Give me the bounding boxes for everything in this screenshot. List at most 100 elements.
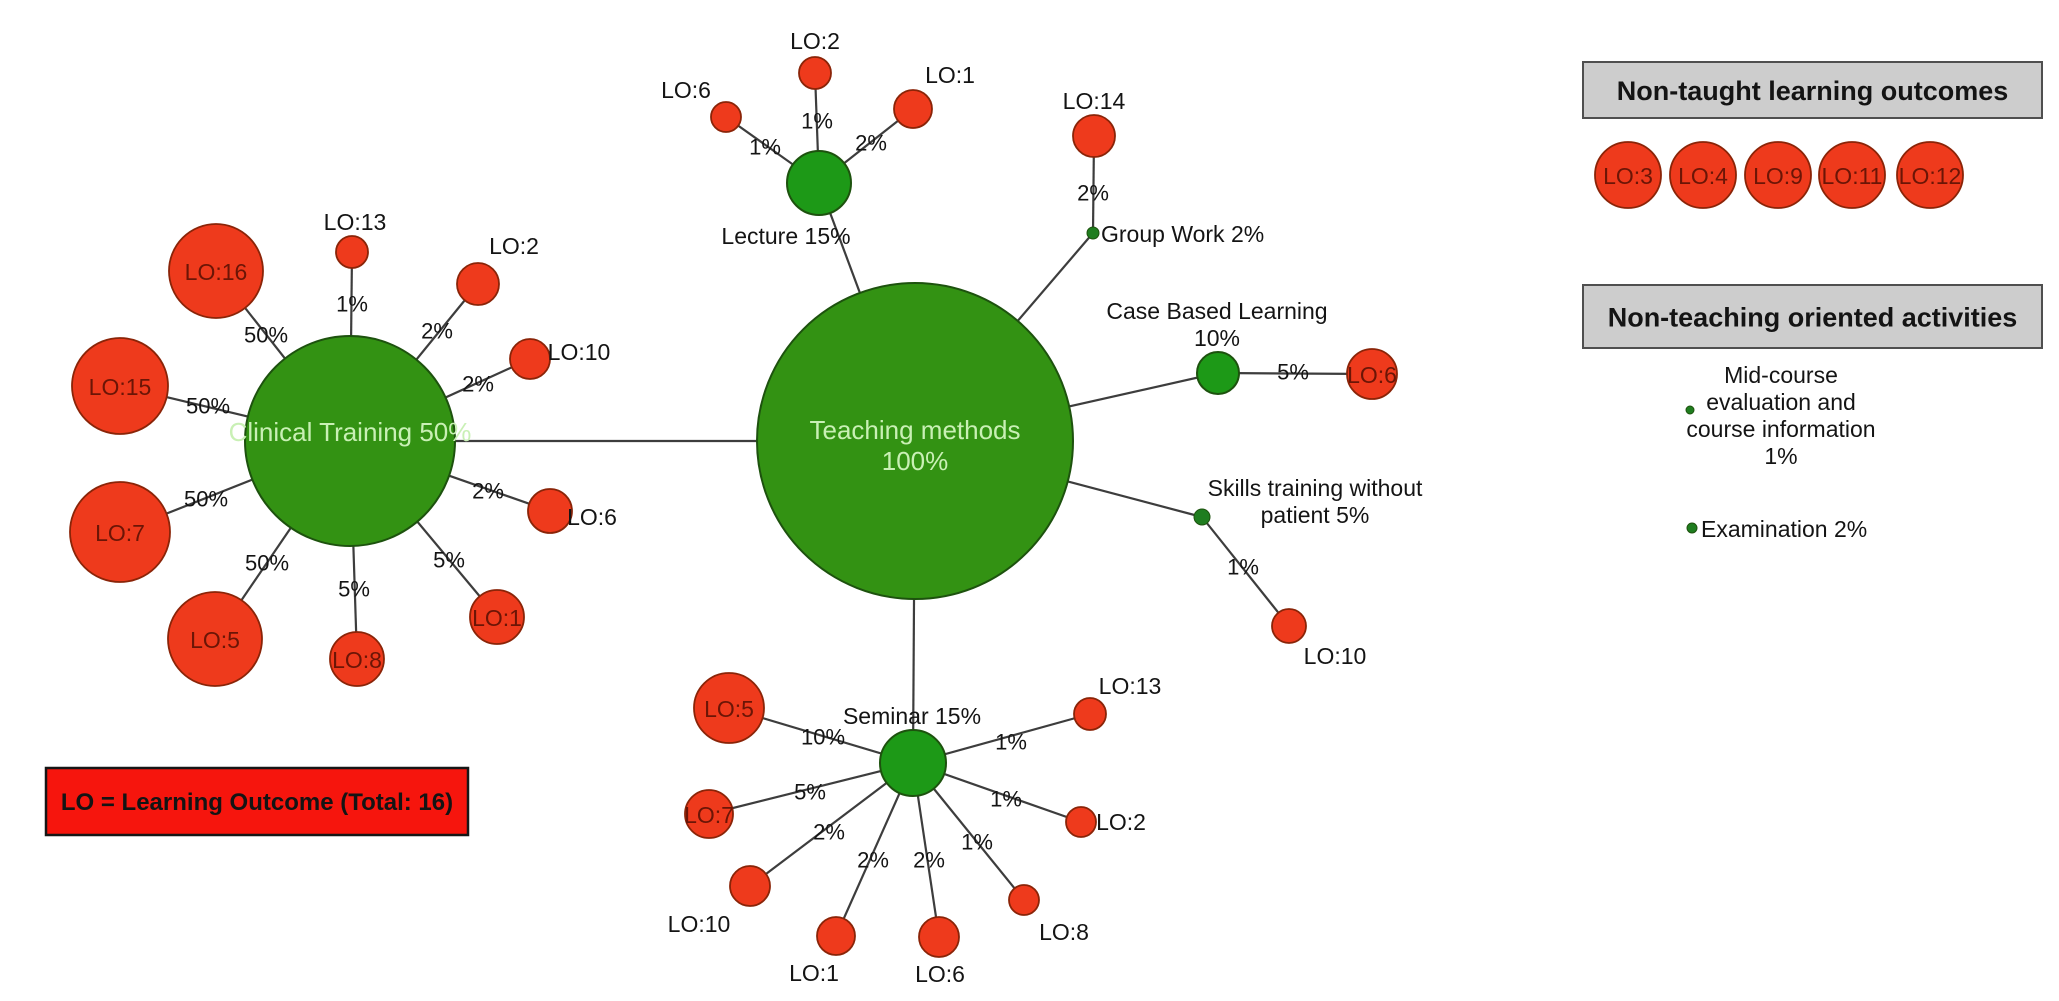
node-label-ct-lo15: LO:15 <box>89 374 152 400</box>
node-label-ct-lo15-line: LO:15 <box>89 374 152 400</box>
node-label-sem-lo5-line: LO:5 <box>704 696 754 722</box>
node-teaching-methods <box>756 282 1074 600</box>
edge-label-clinical-training--ct-lo10: 2% <box>462 372 494 397</box>
edge-label-seminar--sem-lo8: 1% <box>961 830 993 855</box>
node-label-group-work-line: Group Work 2% <box>1101 221 1264 247</box>
node-label-sem-lo1-line: LO:1 <box>789 960 839 986</box>
node-ct-lo1 <box>469 589 525 645</box>
node-sem-lo5 <box>693 672 765 744</box>
node-label-sk-lo10-line: LO:10 <box>1304 643 1367 669</box>
non-taught-lo-label-LO:11: LO:11 <box>1822 163 1883 189</box>
edge-label-clinical-training--ct-lo7: 50% <box>184 487 228 512</box>
node-cbl-lo6 <box>1346 348 1398 400</box>
legend-text: LO = Learning Outcome (Total: 16) <box>61 789 453 816</box>
activity-label-mid-course-evaluation: Mid-course evaluation and course informati… <box>1686 362 1875 469</box>
node-clinical-training <box>244 335 456 547</box>
node-label-ct-lo2-line: LO:2 <box>489 233 539 259</box>
node-label-sem-lo2-line: LO:2 <box>1096 809 1146 835</box>
edge-label-seminar--sem-lo6: 2% <box>913 848 945 873</box>
node-label-ct-lo16-line: LO:16 <box>185 259 248 285</box>
node-ct-lo13 <box>335 235 369 269</box>
node-lec-lo6 <box>710 101 742 133</box>
node-label-teaching-methods: Teaching methods 100% <box>809 415 1020 476</box>
activity-dot-mid-course-evaluation <box>1685 405 1695 415</box>
non-taught-header-title: Non-taught learning outcomes <box>1617 76 2009 106</box>
node-label-ct-lo13: LO:13 <box>324 209 387 235</box>
node-label-ct-lo10: LO:10 <box>548 339 611 365</box>
node-group-work <box>1086 226 1100 240</box>
node-label-ct-lo8: LO:8 <box>332 647 382 673</box>
node-label-ct-lo1-line: LO:1 <box>472 605 522 631</box>
edge-label-clinical-training--ct-lo16: 50% <box>244 323 288 348</box>
node-label-sem-lo13: LO:13 <box>1099 673 1162 699</box>
node-label-ct-lo7-line: LO:7 <box>95 520 145 546</box>
node-sem-lo8 <box>1008 884 1040 916</box>
node-sem-lo7 <box>684 789 734 839</box>
non-taught-lo-circle-LO:4 <box>1669 141 1737 209</box>
node-sem-lo2 <box>1065 806 1097 838</box>
edge-label-seminar--sem-lo1: 2% <box>857 848 889 873</box>
node-label-sem-lo8: LO:8 <box>1039 919 1089 945</box>
node-label-lecture: Lecture 15% <box>721 223 850 249</box>
node-label-lec-lo6: LO:6 <box>661 77 711 103</box>
node-ct-lo16 <box>168 223 264 319</box>
node-label-teaching-methods-line: Teaching methods <box>809 415 1020 445</box>
node-label-ct-lo1: LO:1 <box>472 605 522 631</box>
node-case-based-learning <box>1196 351 1240 395</box>
non-taught-lo-circle-LO:9 <box>1744 141 1812 209</box>
node-ct-lo10 <box>509 338 551 380</box>
node-label-case-based-learning-line: 10% <box>1194 325 1240 351</box>
node-label-ct-lo13-line: LO:13 <box>324 209 387 235</box>
non-taught-lo-label-LO:9: LO:9 <box>1753 163 1803 189</box>
non-teaching-header-title: Non-teaching oriented activities <box>1608 303 2018 333</box>
node-label-lec-lo6-line: LO:6 <box>661 77 711 103</box>
node-label-skills-training-line: Skills training without <box>1208 475 1423 501</box>
edge-label-group-work--gw-lo14: 2% <box>1077 181 1109 206</box>
node-ct-lo6 <box>527 488 573 534</box>
edge-skills-training--sk-lo10 <box>1201 516 1290 627</box>
edge-label-seminar--sem-lo10: 2% <box>813 820 845 845</box>
node-label-sk-lo10: LO:10 <box>1304 643 1367 669</box>
legend-box <box>44 766 470 837</box>
edge-label-case-based-learning--cbl-lo6: 5% <box>1277 360 1309 385</box>
node-label-sem-lo10-line: LO:10 <box>668 911 731 937</box>
node-label-lec-lo1: LO:1 <box>925 62 975 88</box>
node-label-gw-lo14-line: LO:14 <box>1063 88 1126 114</box>
node-label-lec-lo2: LO:2 <box>790 28 840 54</box>
node-label-clinical-training: Clinical Training 50% <box>229 417 472 447</box>
edge-label-clinical-training--ct-lo6: 2% <box>472 479 504 504</box>
node-skills-training <box>1193 508 1211 526</box>
non-taught-lo-label-LO:4: LO:4 <box>1678 163 1728 189</box>
edge-label-lecture--lec-lo2: 1% <box>801 109 833 134</box>
non-taught-header-box <box>1582 61 2043 119</box>
activity-label-examination-line: Examination 2% <box>1701 516 1867 542</box>
node-label-sem-lo7: LO:7 <box>684 802 734 828</box>
edge-label-seminar--sem-lo13: 1% <box>995 730 1027 755</box>
edge-label-lecture--lec-lo6: 1% <box>749 135 781 160</box>
node-sem-lo13 <box>1073 697 1107 731</box>
node-label-ct-lo8-line: LO:8 <box>332 647 382 673</box>
node-label-ct-lo5-line: LO:5 <box>190 627 240 653</box>
node-ct-lo15 <box>71 337 169 435</box>
node-label-sem-lo6-line: LO:6 <box>915 961 965 987</box>
non-taught-lo-circle-LO:3 <box>1594 141 1662 209</box>
node-label-case-based-learning: Case Based Learning 10% <box>1106 298 1327 351</box>
edge-label-seminar--sem-lo7: 5% <box>794 780 826 805</box>
node-label-sem-lo2: LO:2 <box>1096 809 1146 835</box>
non-taught-lo-label-LO:12: LO:12 <box>1899 163 1962 189</box>
node-lec-lo1 <box>893 89 933 129</box>
edge-seminar--sem-lo10 <box>749 762 914 887</box>
edge-label-lecture--lec-lo1: 2% <box>855 131 887 156</box>
edge-label-seminar--sem-lo2: 1% <box>990 787 1022 812</box>
activity-label-examination: Examination 2% <box>1701 516 1867 542</box>
node-label-ct-lo6: LO:6 <box>567 504 617 530</box>
node-label-ct-lo6-line: LO:6 <box>567 504 617 530</box>
nodes-layer <box>69 56 1398 958</box>
activity-dot-examination <box>1686 522 1698 534</box>
node-label-sem-lo5: LO:5 <box>704 696 754 722</box>
node-label-cbl-lo6-line: LO:6 <box>1347 362 1397 388</box>
non-teaching-header-box <box>1582 284 2043 349</box>
node-label-ct-lo7: LO:7 <box>95 520 145 546</box>
